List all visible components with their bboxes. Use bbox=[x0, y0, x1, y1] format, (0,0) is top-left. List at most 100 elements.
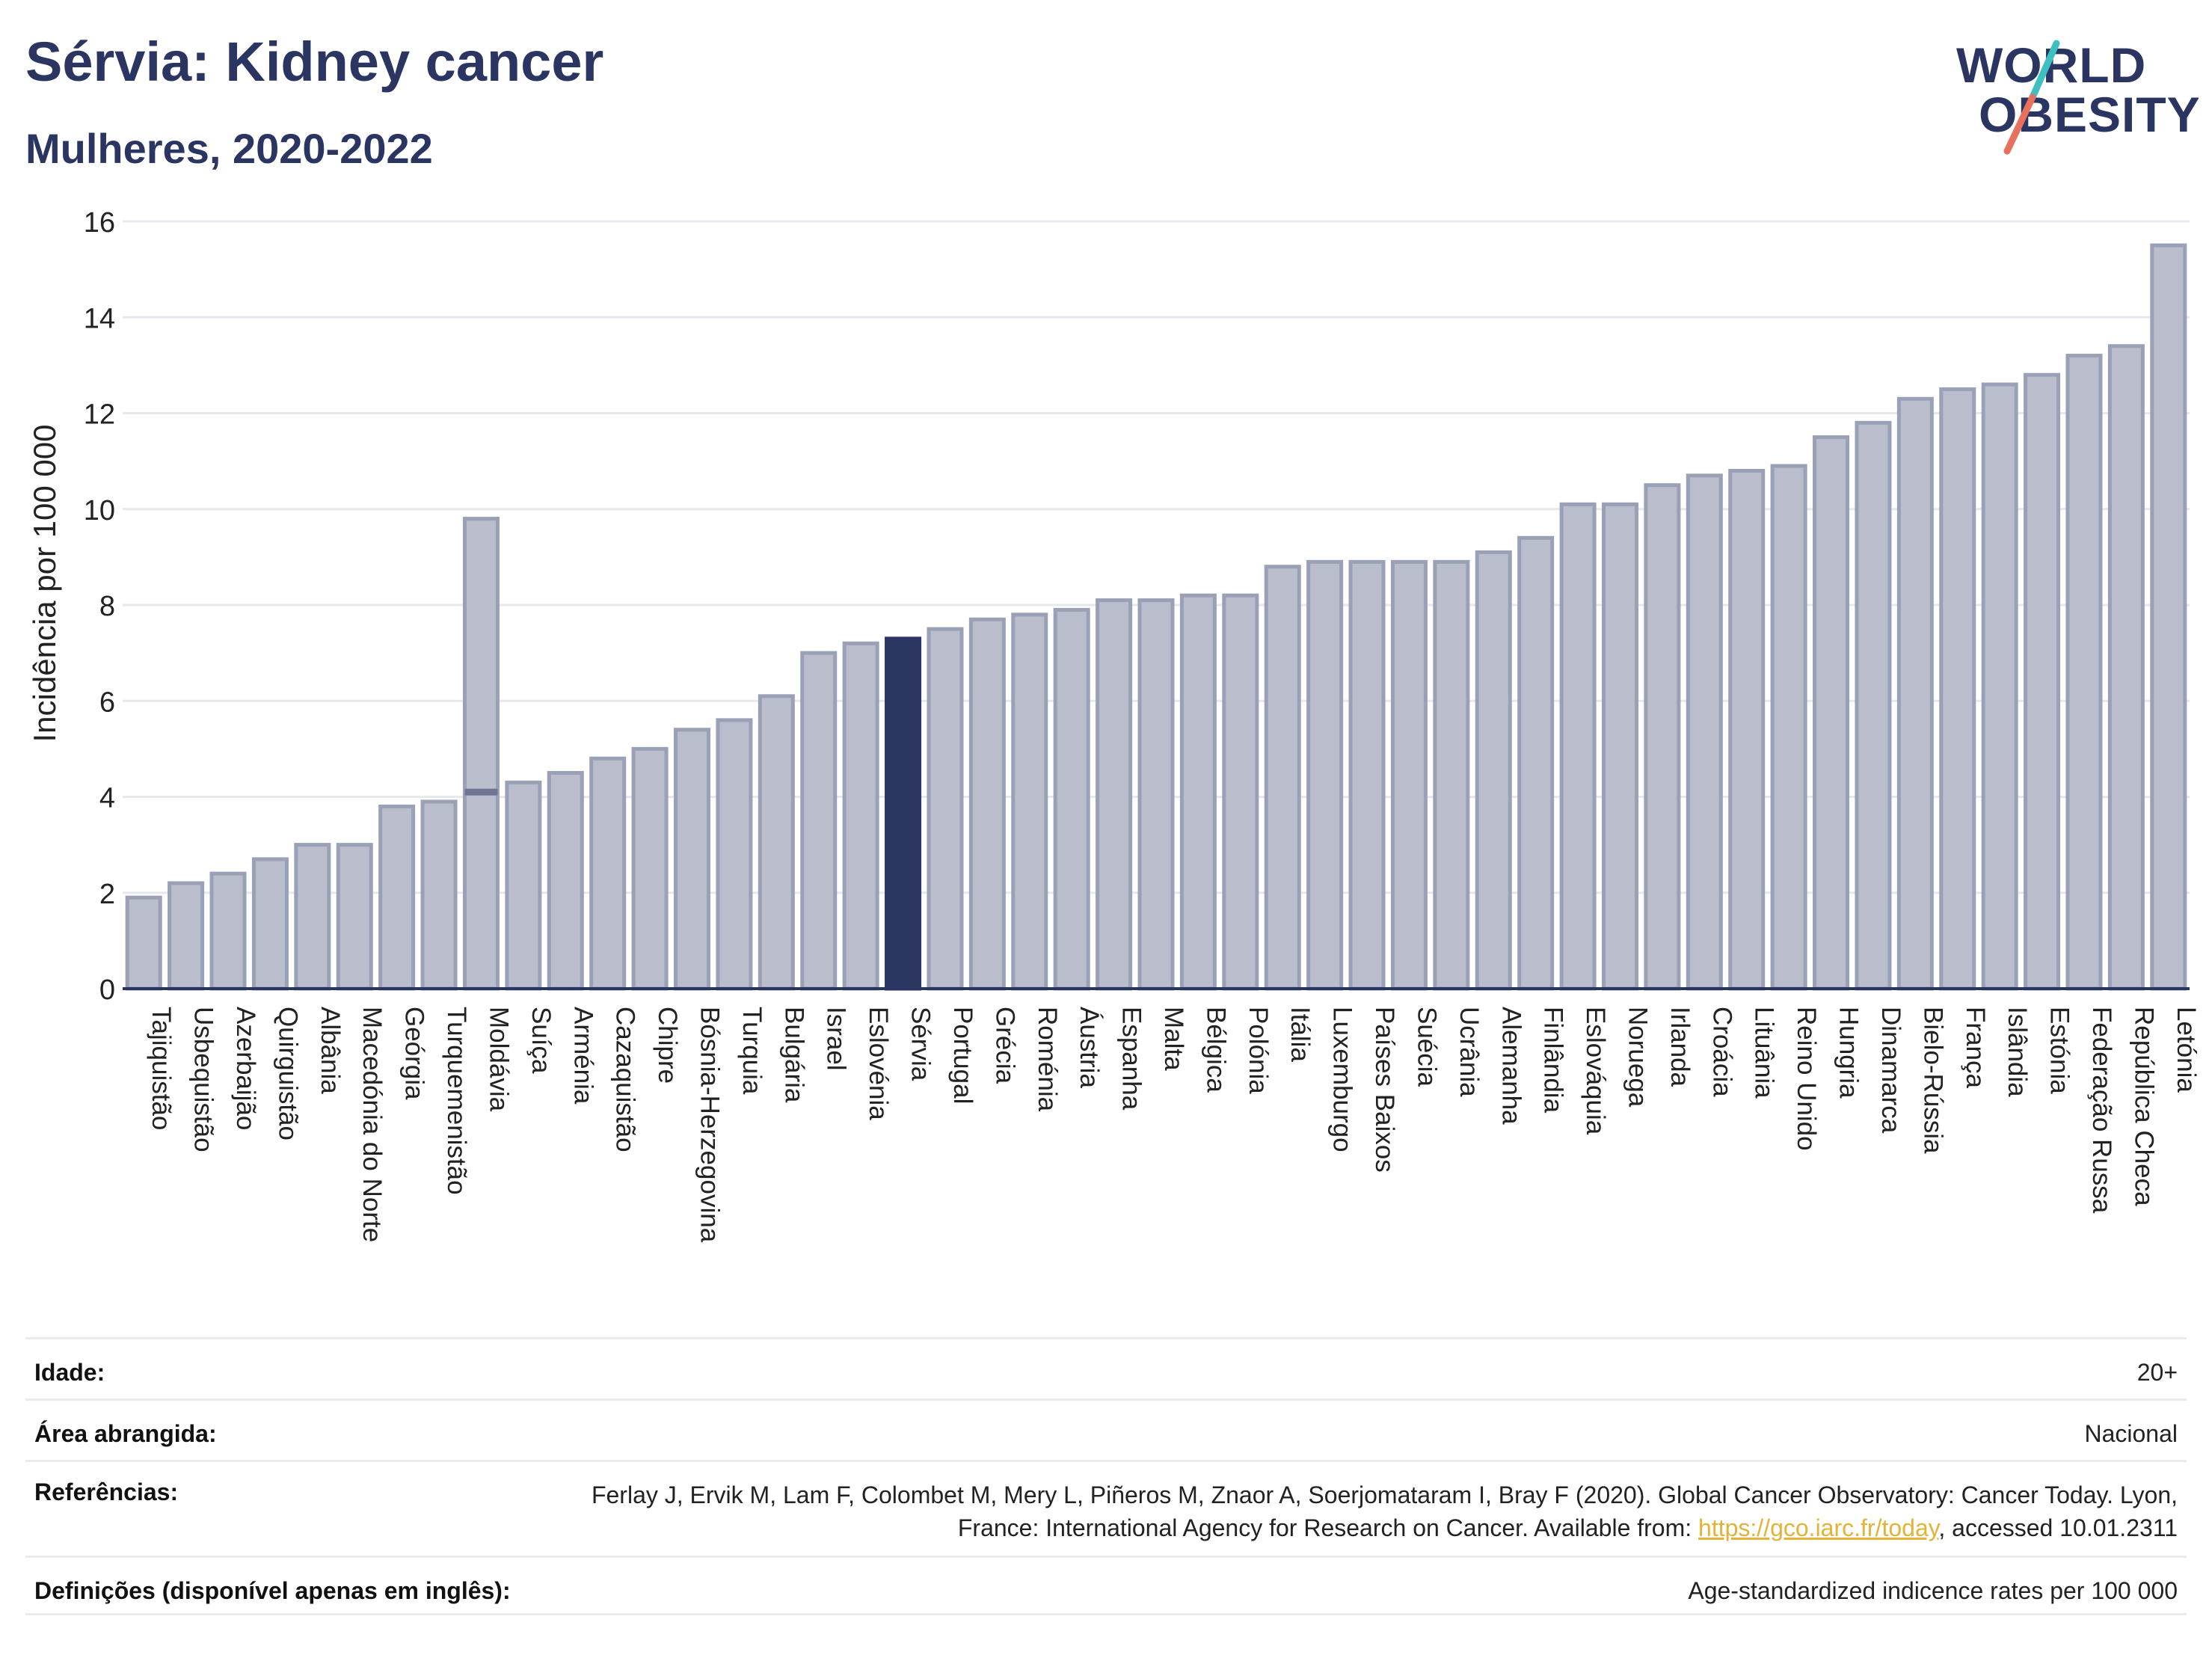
x-tick-label: República Checa bbox=[2129, 1007, 2158, 1206]
y-tick-label: 0 bbox=[99, 974, 115, 1006]
bar-luxemburgo[interactable] bbox=[1306, 559, 1344, 991]
bar-portugal[interactable] bbox=[927, 627, 964, 991]
references-value: Ferlay J, Ervik M, Lam F, Colombet M, Me… bbox=[570, 1479, 2178, 1544]
bar-macedónia-do-norte[interactable] bbox=[336, 843, 373, 991]
bar-estónia[interactable] bbox=[2024, 372, 2061, 991]
bar-finlândia[interactable] bbox=[1517, 535, 1555, 991]
bar-bielo-rússia[interactable] bbox=[1896, 396, 1934, 991]
bar-itália[interactable] bbox=[1264, 565, 1301, 991]
bar-bélgica[interactable] bbox=[1179, 593, 1217, 991]
bar-arménia[interactable] bbox=[547, 770, 584, 991]
references-label: Referências: bbox=[34, 1479, 179, 1505]
bar-frança[interactable] bbox=[1939, 387, 1976, 991]
y-tick-label: 14 bbox=[84, 303, 115, 334]
x-tick-label: Noruega bbox=[1623, 1007, 1652, 1108]
bar-azerbaijão[interactable] bbox=[209, 871, 247, 991]
meta-row-age: Idade: 20+ bbox=[25, 1337, 2187, 1398]
x-tick-label: Dinamarca bbox=[1876, 1007, 1905, 1134]
x-tick-label: Eslovénia bbox=[864, 1007, 893, 1120]
bar-lituânia[interactable] bbox=[1728, 468, 1766, 991]
logo-slash-coral bbox=[2003, 93, 2036, 155]
bar-eslováquia[interactable] bbox=[1559, 502, 1597, 991]
x-tick-label: Islândia bbox=[2003, 1007, 2032, 1097]
age-value: 20+ bbox=[2136, 1359, 2178, 1386]
bar-quirguistão[interactable] bbox=[251, 857, 289, 991]
bar-turquemenistão[interactable] bbox=[420, 799, 458, 991]
bar-espanha[interactable] bbox=[1096, 598, 1133, 991]
bar-croácia[interactable] bbox=[1686, 473, 1723, 991]
bar-eslovénia[interactable] bbox=[842, 641, 879, 991]
bar-sérvia[interactable] bbox=[885, 636, 922, 991]
metadata-table: Idade: 20+ Área abrangida: Nacional Refe… bbox=[25, 1337, 2187, 1615]
x-tick-label: Turquemenistão bbox=[442, 1007, 471, 1195]
bar-noruega[interactable] bbox=[1601, 502, 1638, 991]
x-tick-label: Letónia bbox=[2172, 1007, 2201, 1093]
x-tick-label: Albânia bbox=[316, 1007, 345, 1094]
x-tick-label: Polónia bbox=[1244, 1007, 1273, 1094]
y-tick-label: 8 bbox=[99, 591, 115, 622]
y-tick-label: 16 bbox=[84, 207, 115, 239]
age-label: Idade: bbox=[34, 1359, 105, 1386]
bar-moldávia[interactable] bbox=[462, 517, 500, 991]
x-tick-label: Suécia bbox=[1412, 1007, 1441, 1087]
bar-tajiquistão[interactable] bbox=[125, 895, 162, 991]
x-tick-label: Luxemburgo bbox=[1328, 1007, 1357, 1152]
bar-albânia[interactable] bbox=[294, 843, 331, 991]
bar-israel[interactable] bbox=[800, 651, 838, 991]
bar-cazaquistão[interactable] bbox=[589, 756, 627, 991]
bar-bósnia-herzegovina[interactable] bbox=[674, 728, 711, 991]
bar-países-baixos[interactable] bbox=[1348, 559, 1386, 991]
references-text: Ferlay J, Ervik M, Lam F, Colombet M, Me… bbox=[591, 1481, 2178, 1541]
bar-áustria[interactable] bbox=[1053, 607, 1090, 991]
x-tick-label: Países Baixos bbox=[1370, 1007, 1399, 1173]
bar-suécia[interactable] bbox=[1390, 559, 1428, 991]
bar-islândia[interactable] bbox=[1981, 382, 2018, 991]
x-tick-label: Portugal bbox=[948, 1007, 977, 1104]
bar-federação-russa[interactable] bbox=[2065, 354, 2103, 991]
bar-malta[interactable] bbox=[1137, 598, 1175, 991]
x-tick-label: Chipre bbox=[653, 1007, 682, 1084]
references-accessed: , accessed 10.01.2311 bbox=[1938, 1514, 2178, 1541]
area-label: Área abrangida: bbox=[34, 1420, 217, 1447]
bar-grécia[interactable] bbox=[968, 617, 1006, 991]
x-tick-label: Ucrânia bbox=[1454, 1007, 1484, 1097]
definitions-label: Definições (disponível apenas em inglês)… bbox=[34, 1577, 511, 1604]
bar-ucrânia[interactable] bbox=[1433, 559, 1470, 991]
x-tick-label: Itália bbox=[1285, 1007, 1315, 1062]
bar-chipre[interactable] bbox=[631, 746, 669, 991]
x-tick-label: Eslováquia bbox=[1581, 1007, 1610, 1135]
x-tick-label: Azerbaijão bbox=[231, 1007, 260, 1130]
x-tick-label: Usbequistão bbox=[189, 1007, 218, 1152]
bar-geórgia[interactable] bbox=[378, 804, 416, 991]
x-tick-label: Bósnia-Herzegovina bbox=[695, 1007, 725, 1243]
x-tick-label: Bélgica bbox=[1201, 1007, 1230, 1093]
bar-dinamarca[interactable] bbox=[1855, 420, 1892, 991]
x-tick-label: Israel bbox=[822, 1007, 851, 1071]
x-tick-label: Grécia bbox=[990, 1007, 1019, 1084]
x-tick-label: Turquia bbox=[737, 1007, 766, 1095]
bar-turquia[interactable] bbox=[716, 718, 753, 991]
bar-roménia[interactable] bbox=[1011, 612, 1048, 991]
logo-line1: WORLD bbox=[1956, 37, 2146, 93]
bar-irlanda[interactable] bbox=[1644, 483, 1681, 991]
x-tick-label: Arménia bbox=[568, 1007, 597, 1105]
x-tick-label: Lituânia bbox=[1750, 1007, 1779, 1099]
y-tick-label: 4 bbox=[99, 783, 115, 814]
bar-reino-unido[interactable] bbox=[1770, 464, 1807, 991]
references-link[interactable]: https://gco.iarc.fr/today bbox=[1698, 1514, 1939, 1541]
chart-title: Sérvia: Kidney cancer bbox=[25, 31, 604, 93]
bar-letónia[interactable] bbox=[2150, 243, 2187, 991]
bar-polónia[interactable] bbox=[1222, 593, 1259, 991]
bar-alemanha[interactable] bbox=[1475, 550, 1512, 991]
area-value: Nacional bbox=[2084, 1420, 2178, 1447]
bar-usbequistão[interactable] bbox=[168, 881, 205, 991]
bar-suíça[interactable] bbox=[505, 780, 542, 991]
x-tick-label: Roménia bbox=[1033, 1007, 1062, 1112]
y-tick-label: 6 bbox=[99, 687, 115, 718]
bar-república-checa[interactable] bbox=[2107, 344, 2145, 991]
y-tick-label: 10 bbox=[84, 495, 115, 526]
bar-bulgária[interactable] bbox=[758, 694, 795, 991]
bar-hungria[interactable] bbox=[1813, 435, 1850, 991]
x-tick-label: Espanha bbox=[1117, 1007, 1146, 1111]
x-tick-label: Quirguistão bbox=[273, 1007, 302, 1140]
